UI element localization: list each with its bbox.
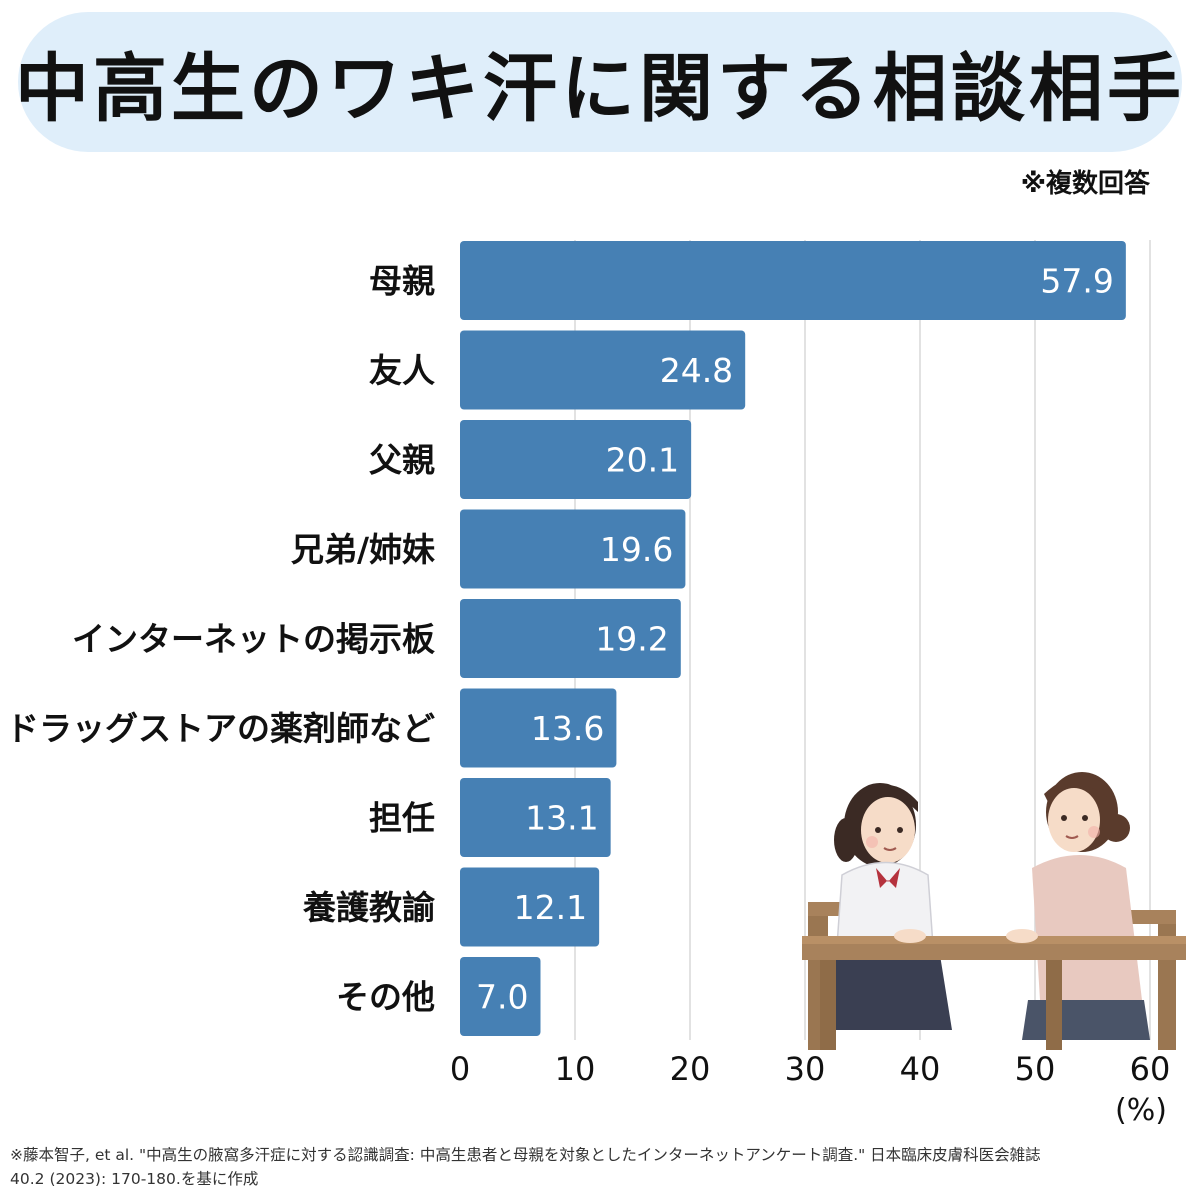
value-label-8: 7.0	[476, 978, 528, 1017]
x-tick-50: 50	[1015, 1050, 1056, 1088]
bar-8	[460, 957, 541, 1036]
category-label-1: 友人	[369, 351, 435, 390]
bar-1	[460, 330, 746, 410]
category-label-4: インターネットの掲示板	[72, 620, 435, 659]
value-label-5: 13.6	[531, 709, 604, 748]
multiple-answers-note: ※複数回答	[1020, 169, 1150, 199]
category-label-7: 養護教諭	[302, 888, 436, 927]
category-label-5: ドラッグストアの薬剤師など	[6, 709, 435, 748]
category-label-8: その他	[336, 978, 435, 1017]
bar-7	[460, 867, 600, 947]
bar-3	[460, 509, 686, 589]
x-tick-0: 0	[450, 1050, 470, 1088]
value-labels: 57.9 24.8 20.1 19.6 19.2 13.6 13.1 12.1 7.0	[476, 262, 1114, 1017]
value-label-0: 57.9	[1040, 262, 1113, 301]
bar-0	[460, 241, 1126, 320]
category-label-2: 父親	[369, 441, 435, 480]
consultation-illustration	[802, 772, 1186, 1050]
x-tick-60: 60	[1130, 1050, 1171, 1088]
value-label-6: 13.1	[525, 799, 598, 838]
title-banner: 中高生のワキ汗に関する相談相手	[15, 12, 1185, 152]
value-label-2: 20.1	[606, 441, 679, 480]
source-citation: ※藤本智子, et al. "中高生の腋窩多汗症に対する認識調査: 中高生患者と…	[10, 1143, 1190, 1191]
bar-6	[460, 778, 611, 857]
x-tick-10: 10	[555, 1050, 596, 1088]
value-label-3: 19.6	[600, 530, 673, 569]
x-axis-ticks: 0 10 20 30 40 50 60	[450, 1050, 1171, 1088]
value-label-7: 12.1	[514, 888, 587, 927]
category-labels: 母親友人父親兄弟/姉妹インターネットの掲示板ドラッグストアの薬剤師など担任養護教…	[6, 262, 436, 1017]
x-tick-20: 20	[670, 1050, 711, 1088]
bar-5	[460, 688, 617, 768]
source-line-2: 40.2 (2023): 170-180.を基に作成	[10, 1170, 259, 1188]
chart-title: 中高生のワキ汗に関する相談相手	[15, 45, 1185, 132]
category-label-6: 担任	[369, 799, 435, 838]
x-axis-unit: (%)	[1115, 1093, 1167, 1128]
source-line-1: ※藤本智子, et al. "中高生の腋窩多汗症に対する認識調査: 中高生患者と…	[10, 1146, 1041, 1164]
x-tick-30: 30	[785, 1050, 826, 1088]
bar-4	[460, 599, 681, 678]
bars	[460, 241, 1126, 1036]
bar-2	[460, 420, 692, 499]
category-label-0: 母親	[369, 262, 435, 301]
x-tick-40: 40	[900, 1050, 941, 1088]
value-label-4: 19.2	[595, 620, 668, 659]
value-label-1: 24.8	[660, 351, 733, 390]
category-label-3: 兄弟/姉妹	[291, 530, 435, 569]
